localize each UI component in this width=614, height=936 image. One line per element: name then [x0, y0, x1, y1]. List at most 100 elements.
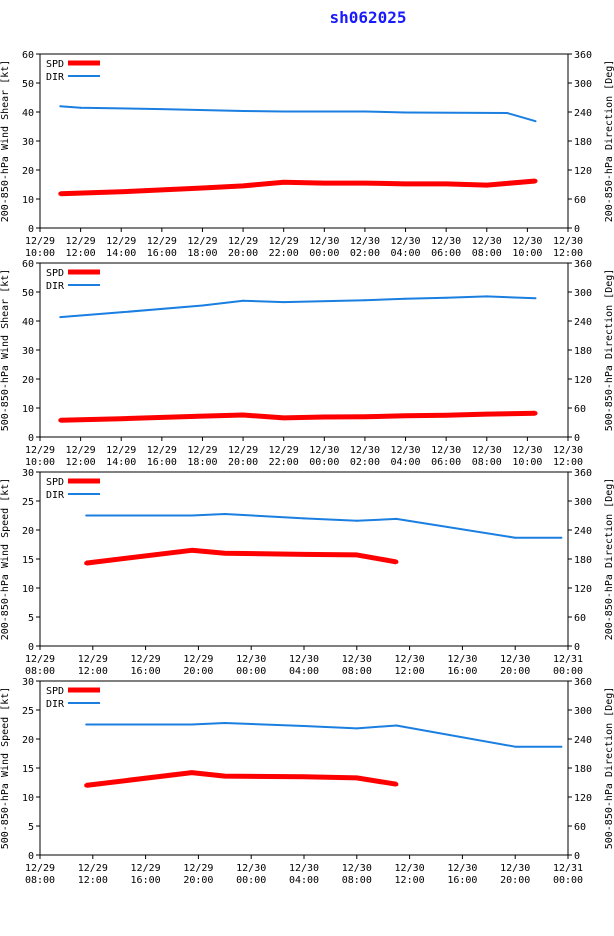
data-point-dir	[355, 727, 358, 730]
y2-tick-label: 60	[574, 613, 586, 624]
y2-tick-label: 360	[574, 50, 592, 61]
x-tick-time: 12:00	[78, 666, 108, 677]
y2-axis-label: 500-850-hPa Direction [Deg]	[604, 269, 614, 432]
y-axis-label: 500-850-hPa Wind Speed [kt]	[0, 687, 11, 850]
x-tick-time: 18:00	[187, 457, 217, 468]
x-tick-time: 04:00	[390, 248, 420, 259]
legend-label-dir: DIR	[46, 699, 65, 710]
x-tick-time: 08:00	[472, 248, 502, 259]
x-tick-date: 12/30	[289, 863, 319, 874]
x-tick-time: 08:00	[25, 875, 55, 886]
x-tick-time: 08:00	[342, 666, 372, 677]
x-tick-date: 12/29	[187, 236, 217, 247]
x-tick-date: 12/29	[183, 863, 213, 874]
x-tick-date: 12/30	[553, 445, 583, 456]
x-tick-time: 12:00	[395, 666, 425, 677]
y-tick-label: 15	[22, 555, 34, 566]
data-point-dir	[59, 105, 62, 108]
x-tick-date: 12/29	[187, 445, 217, 456]
x-tick-time: 02:00	[350, 457, 380, 468]
y-tick-label: 50	[22, 288, 34, 299]
data-point-spd	[200, 414, 205, 419]
y-tick-label: 40	[22, 108, 34, 119]
data-point-dir	[514, 536, 517, 539]
page-title: sh062025	[329, 8, 407, 27]
data-point-spd	[84, 783, 89, 788]
data-point-spd	[200, 186, 205, 190]
chart-panel-3: 05101520253006012018024030036012/2908:00…	[0, 468, 614, 677]
x-tick-date: 12/30	[447, 654, 477, 665]
legend-label-dir: DIR	[46, 281, 65, 292]
data-point-spd	[222, 774, 227, 779]
x-tick-time: 14:00	[106, 457, 136, 468]
data-point-dir	[303, 517, 305, 520]
data-point-dir	[223, 513, 226, 515]
x-tick-time: 10:00	[25, 248, 55, 259]
x-tick-time: 02:00	[350, 248, 380, 259]
data-point-spd	[394, 782, 399, 787]
y-tick-label: 20	[22, 375, 34, 386]
data-point-spd	[354, 775, 359, 780]
y-tick-label: 30	[22, 137, 34, 148]
y-tick-label: 10	[22, 404, 34, 415]
y2-tick-label: 300	[574, 497, 592, 508]
x-tick-time: 20:00	[228, 457, 258, 468]
y2-tick-label: 240	[574, 526, 592, 537]
x-tick-date: 12/30	[390, 445, 420, 456]
data-point-spd	[58, 191, 63, 196]
y2-tick-label: 120	[574, 584, 592, 595]
data-point-spd	[302, 552, 306, 557]
y-tick-label: 60	[22, 259, 34, 270]
y2-tick-label: 300	[574, 288, 592, 299]
data-point-dir	[395, 517, 398, 520]
chart-panel-1: 010203040506006012018024030036012/2910:0…	[0, 50, 614, 259]
data-point-dir	[242, 299, 245, 302]
data-point-dir	[190, 514, 193, 517]
y-tick-label: 10	[22, 195, 34, 206]
y2-tick-label: 60	[574, 404, 586, 415]
data-point-dir	[404, 111, 407, 114]
data-point-spd	[241, 183, 246, 188]
y-tick-label: 0	[28, 433, 34, 444]
x-tick-time: 20:00	[183, 666, 213, 677]
data-point-spd	[533, 179, 538, 183]
y-tick-label: 5	[28, 822, 34, 833]
x-tick-date: 12/29	[78, 654, 108, 665]
y-tick-label: 20	[22, 735, 34, 746]
x-tick-date: 12/29	[106, 236, 136, 247]
y-tick-label: 25	[22, 497, 34, 508]
y2-tick-label: 0	[574, 433, 580, 444]
series-line-spd	[60, 410, 536, 423]
y-tick-label: 20	[22, 526, 34, 537]
x-tick-date: 12/30	[309, 445, 339, 456]
y2-tick-label: 300	[574, 79, 592, 90]
x-tick-time: 20:00	[500, 666, 530, 677]
y-tick-label: 0	[28, 224, 34, 235]
x-tick-time: 20:00	[183, 875, 213, 886]
x-tick-date: 12/30	[512, 236, 542, 247]
x-tick-date: 12/30	[553, 236, 583, 247]
x-tick-date: 12/29	[269, 236, 299, 247]
y2-tick-label: 240	[574, 735, 592, 746]
data-point-spd	[394, 559, 399, 564]
data-point-spd	[354, 552, 359, 557]
x-tick-time: 08:00	[25, 666, 55, 677]
data-point-spd	[222, 551, 227, 556]
data-point-spd	[119, 189, 124, 194]
plot-frame	[39, 262, 569, 438]
y2-tick-label: 360	[574, 468, 592, 479]
y2-tick-label: 120	[574, 793, 592, 804]
x-tick-date: 12/29	[66, 236, 96, 247]
x-tick-date: 12/30	[342, 654, 372, 665]
data-point-dir	[363, 299, 366, 302]
x-tick-time: 00:00	[309, 457, 339, 468]
plot-frame	[39, 53, 569, 229]
data-point-dir	[534, 120, 537, 123]
x-tick-time: 10:00	[25, 457, 55, 468]
y2-tick-label: 180	[574, 764, 592, 775]
x-tick-time: 06:00	[431, 457, 461, 468]
x-tick-date: 12/30	[289, 654, 319, 665]
y-tick-label: 0	[28, 851, 34, 862]
data-point-spd	[484, 412, 489, 417]
